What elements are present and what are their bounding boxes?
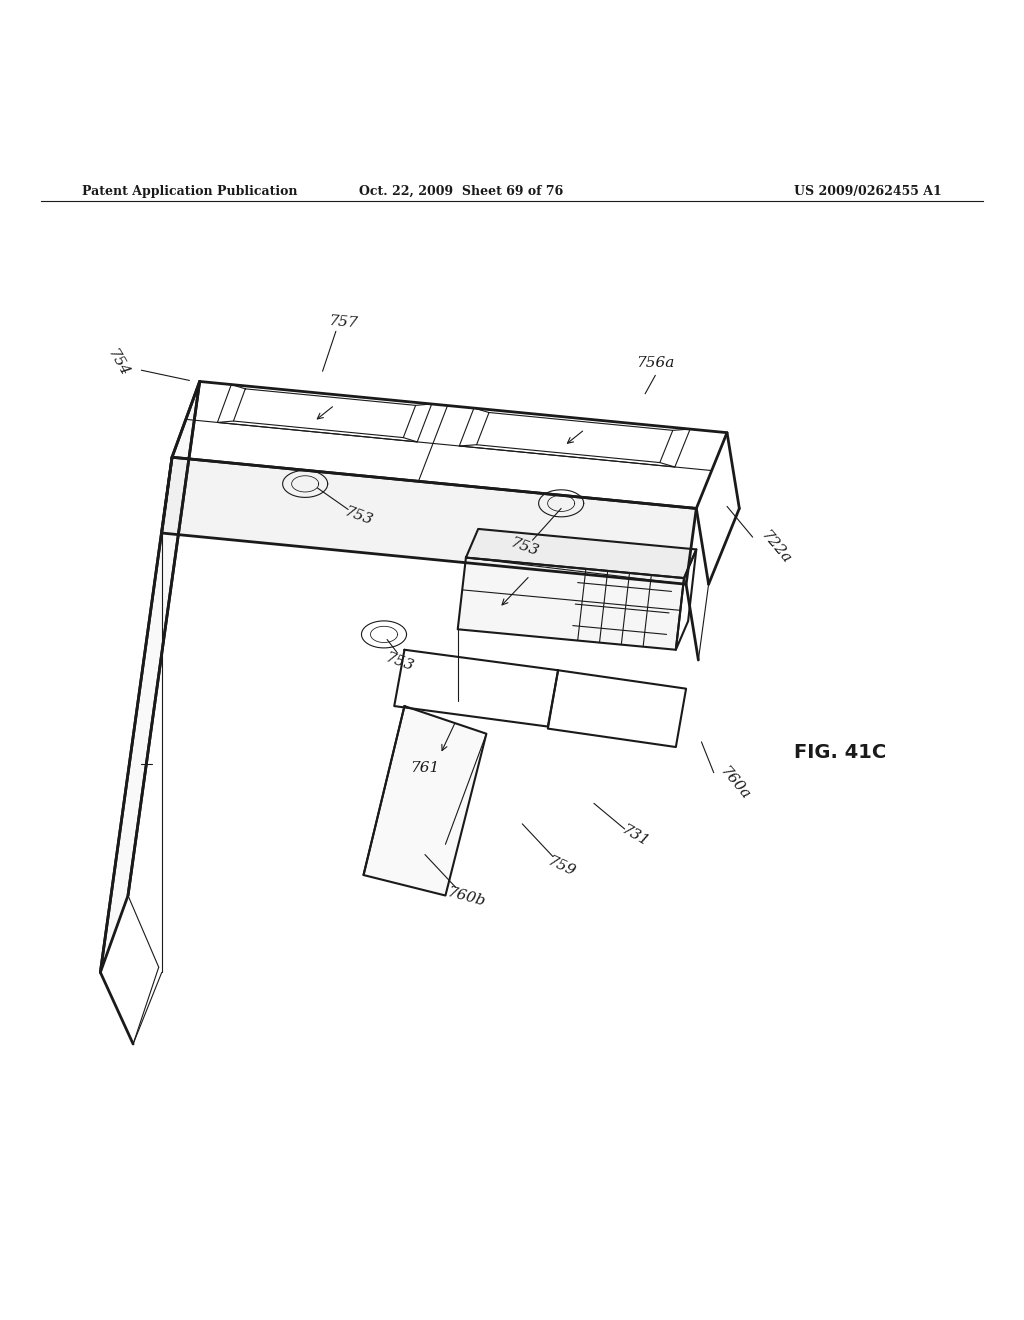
Text: Patent Application Publication: Patent Application Publication — [82, 185, 297, 198]
Text: Oct. 22, 2009  Sheet 69 of 76: Oct. 22, 2009 Sheet 69 of 76 — [358, 185, 563, 198]
Text: 756a: 756a — [636, 356, 675, 370]
Polygon shape — [162, 457, 696, 585]
Polygon shape — [458, 557, 684, 649]
Text: 753: 753 — [508, 536, 541, 558]
Text: 761: 761 — [411, 760, 439, 775]
Text: 757: 757 — [328, 314, 358, 330]
Text: 722a: 722a — [758, 528, 794, 566]
Text: US 2009/0262455 A1: US 2009/0262455 A1 — [795, 185, 942, 198]
Polygon shape — [100, 381, 200, 973]
Text: FIG. 41C: FIG. 41C — [794, 743, 886, 762]
Text: 760b: 760b — [445, 886, 486, 909]
Text: 753: 753 — [342, 506, 375, 528]
Text: 759: 759 — [545, 854, 578, 879]
Polygon shape — [364, 706, 486, 895]
Text: 753: 753 — [383, 651, 416, 673]
Text: 731: 731 — [618, 822, 651, 850]
Text: 760a: 760a — [717, 764, 753, 803]
Polygon shape — [466, 529, 696, 578]
Text: 754: 754 — [104, 347, 131, 379]
